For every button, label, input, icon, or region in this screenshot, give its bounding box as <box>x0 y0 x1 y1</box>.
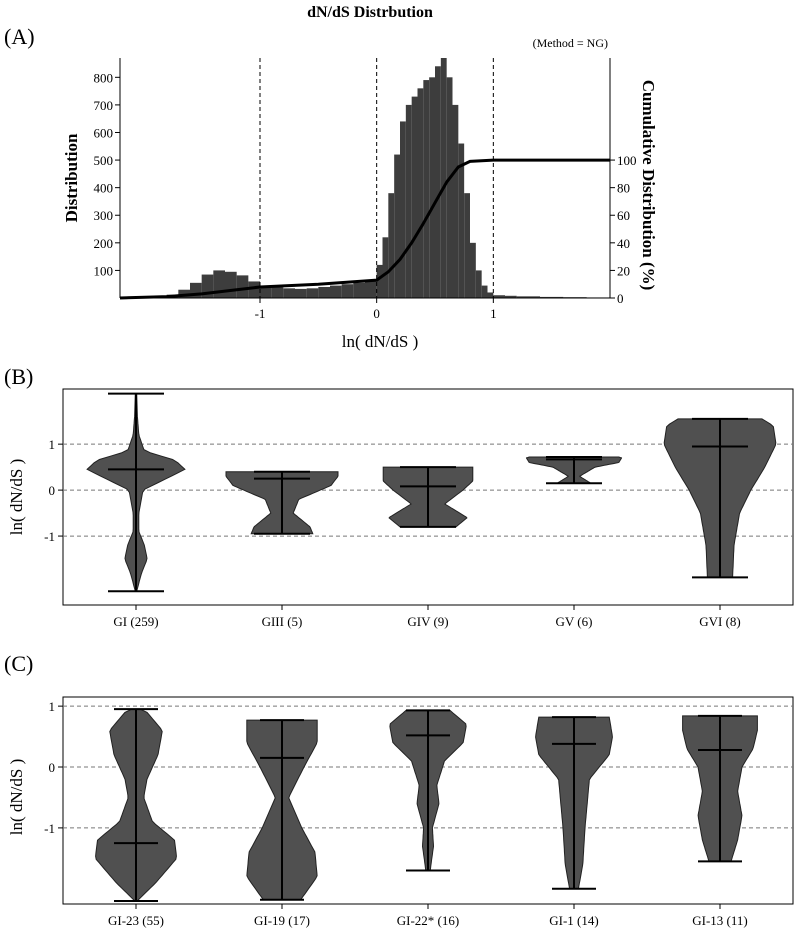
panel-a-ylabel-left: Distribution <box>62 133 81 222</box>
right-tick-label: 80 <box>617 181 630 196</box>
method-annotation: (Method = NG) <box>533 36 608 50</box>
histogram-bar <box>353 282 365 298</box>
histogram-bar <box>446 77 453 298</box>
category-label: GI-19 (17) <box>254 913 310 928</box>
y-tick-label: 1 <box>49 437 56 452</box>
cumulative-line <box>119 158 610 300</box>
y-tick-label: 0 <box>49 483 56 498</box>
histogram-bar <box>405 104 412 299</box>
y-tick-label: 1 <box>49 699 56 714</box>
left-tick-label: 200 <box>94 236 114 251</box>
category-label: GI-23 (55) <box>108 913 164 928</box>
category-label: GIV (9) <box>407 614 448 629</box>
left-tick-label: 800 <box>94 70 114 85</box>
category-label: GI-13 (11) <box>692 913 747 928</box>
histogram-bar <box>318 286 330 298</box>
category-label: GV (6) <box>556 614 593 629</box>
histogram-bar <box>382 237 389 298</box>
x-tick-label: 1 <box>490 306 497 321</box>
histogram-bar <box>452 104 459 299</box>
histogram-bar <box>487 292 494 298</box>
y-tick-label: -1 <box>44 529 55 544</box>
histogram-bar <box>481 285 488 298</box>
right-tick-label: 20 <box>617 263 630 278</box>
histogram-bar <box>341 284 354 298</box>
histogram-bar <box>458 143 465 298</box>
panel-a-xlabel: ln( dN/dS ) <box>342 332 419 351</box>
right-tick-label: 40 <box>617 236 630 251</box>
histogram-bar <box>423 80 430 298</box>
panel-a-letter: (A) <box>4 24 35 49</box>
histogram-bar <box>306 288 319 298</box>
right-tick-label: 0 <box>617 291 624 306</box>
histogram-bar <box>190 282 202 298</box>
histogram-bar <box>260 285 272 298</box>
left-tick-label: 100 <box>94 263 114 278</box>
histogram-bar <box>271 287 284 298</box>
panel-a-histogram: 100 200 300 400 500 600 700 800 0 20 40 60 80 100 -1 0 1 <box>94 58 637 321</box>
right-tick-label: 100 <box>617 153 637 168</box>
x-tick-label: -1 <box>255 306 266 321</box>
histogram-bar <box>394 154 400 298</box>
histogram-bar <box>365 281 377 298</box>
panel-c-ylabel: ln( dN/dS ) <box>7 759 26 836</box>
histogram-bar <box>411 96 418 299</box>
histogram-bar <box>330 285 342 298</box>
histogram-bar <box>295 288 307 298</box>
histogram-bar <box>400 121 406 298</box>
category-label: GI (259) <box>113 614 158 629</box>
histogram-bar <box>435 66 441 298</box>
panel-b-letter: (B) <box>4 364 33 389</box>
left-tick-label: 400 <box>94 181 114 196</box>
histogram-bar <box>213 270 225 298</box>
panel-c-violins: -1 0 1 GI-23 (55) GI-19 (17) GI-22* (16) GI-1 … <box>44 696 794 928</box>
category-label: GVI (8) <box>699 614 741 629</box>
category-label: GI-1 (14) <box>549 913 598 928</box>
histogram-bar <box>388 193 395 298</box>
y-tick-label: 0 <box>49 760 56 775</box>
histogram-bar <box>376 264 383 298</box>
y-tick-label: -1 <box>44 821 55 836</box>
histogram-bar <box>493 295 505 298</box>
panel-c-letter: (C) <box>4 651 33 676</box>
histogram-bar <box>236 275 249 298</box>
panel-b-violins: -1 0 1 GI (259) GIII (5) GIV (9) GV (6) GVI (8) <box>44 388 794 629</box>
left-tick-label: 300 <box>94 208 114 223</box>
histogram-bar <box>248 281 260 298</box>
histogram-bar <box>470 242 476 298</box>
panel-b-ylabel: ln( dN/dS ) <box>7 459 26 536</box>
left-tick-label: 500 <box>94 153 114 168</box>
x-tick-label: 0 <box>373 306 380 321</box>
figure-title: dN/dS Distrbution <box>307 4 433 21</box>
histogram-bar <box>429 77 435 298</box>
category-label: GI-22* (16) <box>397 913 459 928</box>
right-tick-label: 60 <box>617 208 630 223</box>
histogram-bar <box>417 88 424 298</box>
histogram-bar <box>283 288 295 298</box>
histogram-bar <box>464 193 470 298</box>
histogram-bar <box>516 296 540 298</box>
panel-a-ylabel-right: Cumulative Distribution (%) <box>639 80 658 291</box>
left-tick-label: 700 <box>94 98 114 113</box>
histogram-bar <box>475 270 482 298</box>
histogram-bar <box>440 58 447 298</box>
histogram-bar <box>540 296 564 298</box>
histogram-bar <box>225 271 237 298</box>
left-tick-label: 600 <box>94 125 114 140</box>
histogram-bar <box>201 274 214 298</box>
category-label: GIII (5) <box>262 614 303 629</box>
histogram-bar <box>505 295 517 298</box>
